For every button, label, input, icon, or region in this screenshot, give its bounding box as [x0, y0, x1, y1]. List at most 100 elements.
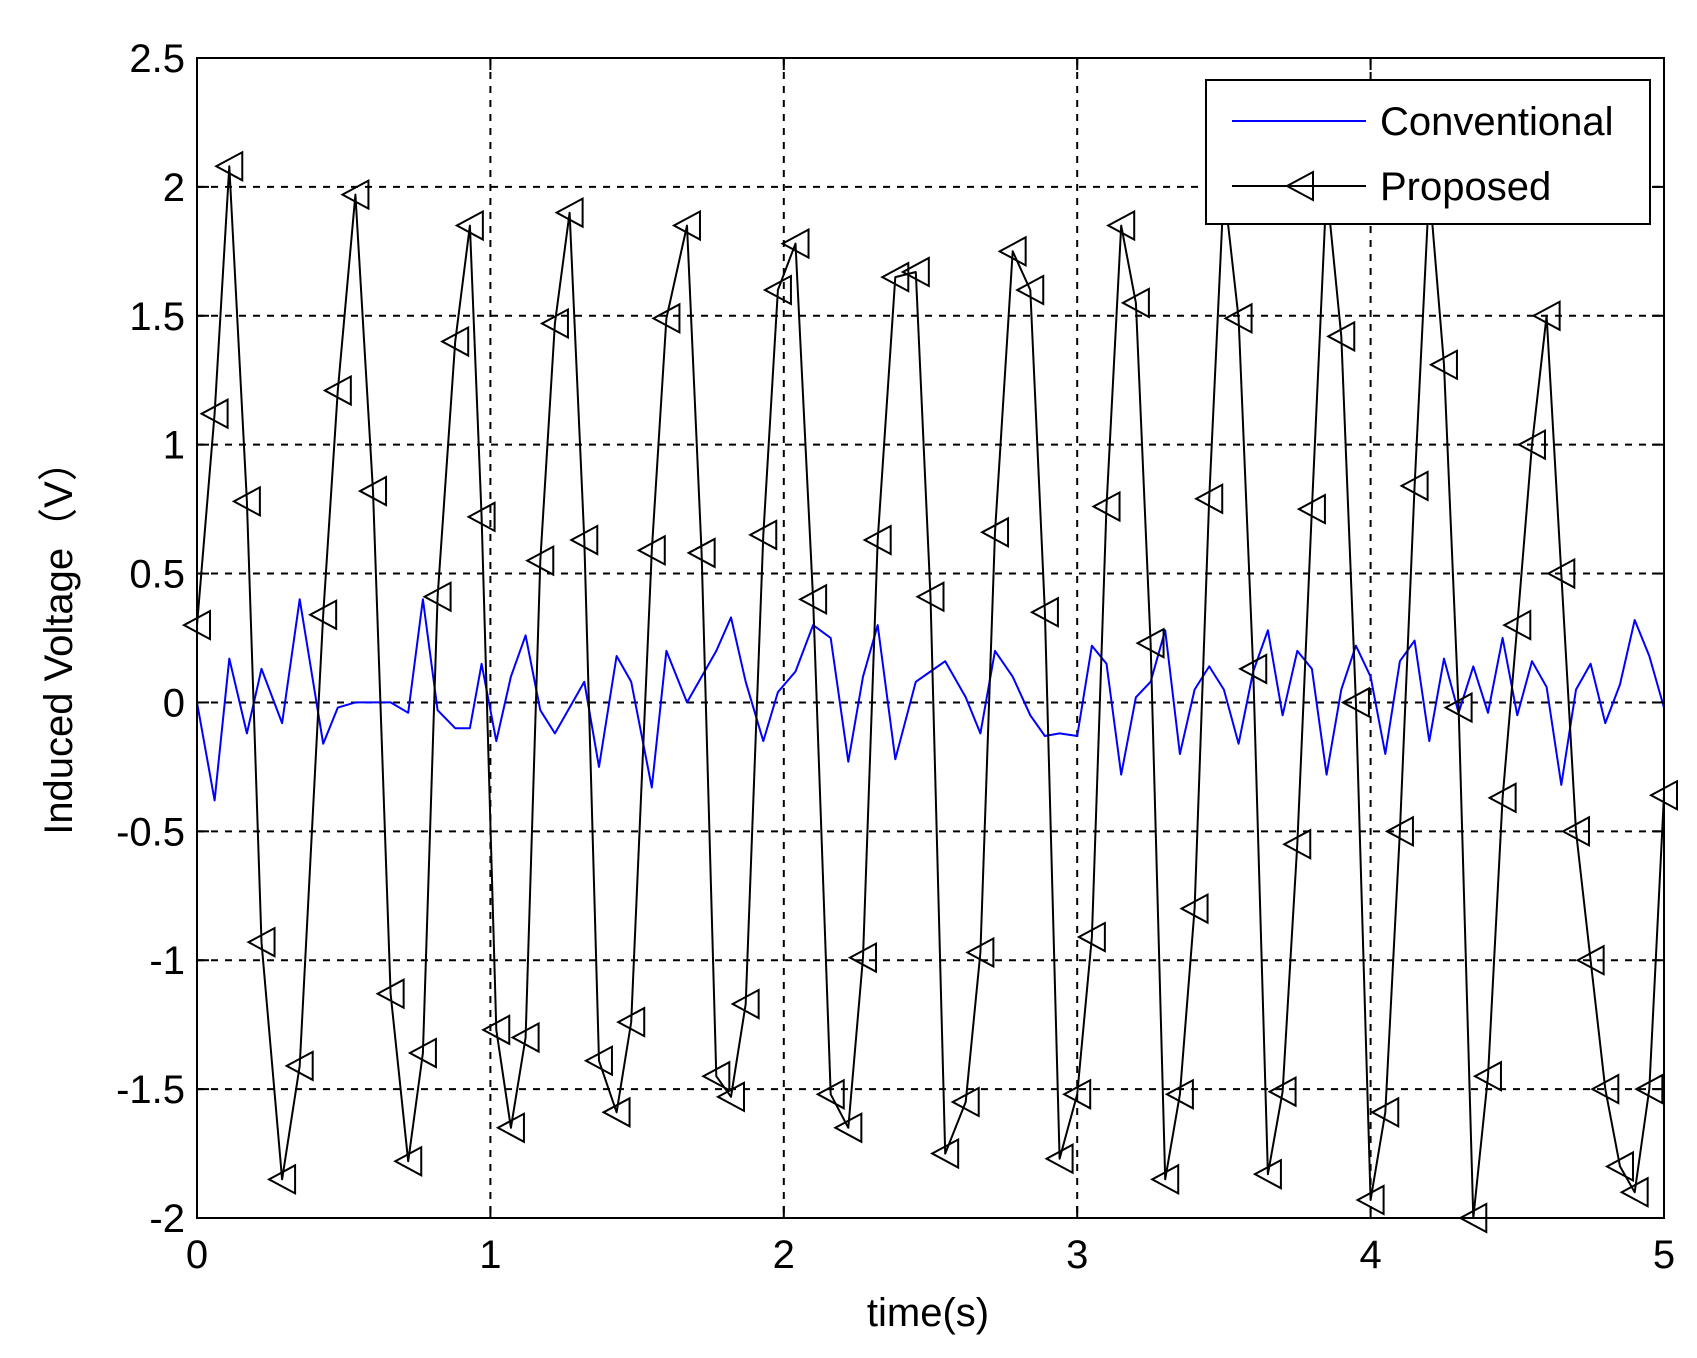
data-point-proposed [393, 1145, 423, 1177]
data-point-proposed [569, 524, 599, 556]
data-point-proposed [847, 941, 878, 974]
data-point-proposed [1443, 691, 1473, 724]
data-point-proposed [997, 235, 1027, 268]
y-tick-label: 2 [163, 166, 185, 210]
data-point-proposed [686, 537, 716, 569]
data-point-proposed [308, 599, 338, 631]
y-tick-label: 1.5 [129, 295, 185, 339]
data-point-proposed [862, 524, 892, 556]
series-line-conventional [196, 598, 1665, 802]
data-point-proposed [900, 256, 930, 288]
data-point-proposed [1546, 557, 1576, 590]
data-point-proposed [915, 581, 945, 613]
data-point-proposed [671, 209, 701, 242]
data-point-proposed [1619, 1176, 1649, 1208]
data-point-proposed [762, 274, 792, 306]
data-point-proposed [1194, 483, 1224, 515]
data-point-proposed [833, 1112, 863, 1144]
data-point-proposed [583, 1045, 613, 1077]
data-point-proposed [481, 1014, 511, 1046]
data-point-proposed [1590, 1073, 1620, 1105]
y-tick-label: -0.5 [116, 810, 185, 854]
data-point-proposed [701, 1060, 731, 1092]
data-point-proposed [1150, 1163, 1180, 1196]
data-point-proposed [1487, 782, 1517, 814]
data-point-proposed [1502, 609, 1532, 641]
x-tick-label: 4 [1359, 1233, 1381, 1277]
x-axis-label: time(s) [867, 1291, 989, 1335]
x-tick-label: 1 [479, 1233, 501, 1277]
data-point-proposed [715, 1081, 745, 1113]
data-point-proposed [525, 544, 555, 577]
data-point-proposed [651, 302, 681, 335]
data-point-proposed [357, 475, 388, 507]
series-line-proposed [196, 165, 1665, 1219]
data-point-proposed [199, 398, 229, 430]
data-point-proposed [407, 1037, 437, 1069]
data-point-proposed [231, 485, 261, 518]
data-point-proposed [266, 1163, 297, 1196]
data-point-proposed [454, 209, 484, 242]
data-point-proposed [1384, 815, 1414, 848]
y-tick-label: -1.5 [116, 1068, 185, 1112]
data-point-proposed [601, 1096, 631, 1128]
grid [197, 58, 1664, 1218]
x-tick-label: 3 [1066, 1233, 1088, 1277]
data-point-proposed [1179, 892, 1209, 925]
y-tick-label: 0 [163, 681, 185, 725]
y-tick-label: 0.5 [129, 553, 185, 597]
legend-label-conventional: Conventional [1380, 100, 1614, 144]
data-point-proposed [1340, 686, 1370, 719]
data-point-proposed [246, 926, 276, 958]
data-point-proposed [730, 988, 760, 1020]
data-point-proposed [1267, 1076, 1297, 1108]
data-point-proposed [1029, 596, 1059, 628]
data-point-proposed [1164, 1078, 1194, 1110]
ticks: 0 1 2 3 4 5 -2 -1.5 -1 -0.5 0 0.5 1 1.5 2 2.5 [116, 37, 1675, 1277]
data-point-proposed [1472, 1060, 1502, 1092]
data-point-proposed [1120, 287, 1150, 319]
data-point-proposed [1516, 428, 1546, 461]
data-point-proposed [1428, 349, 1458, 381]
series-layer [181, 150, 1678, 1234]
data-point-proposed [539, 307, 569, 340]
data-point-proposed [322, 374, 352, 407]
data-point-proposed [1062, 1078, 1092, 1110]
plot-frame [196, 57, 1665, 1219]
data-point-proposed [1044, 1143, 1074, 1175]
data-point-proposed [1076, 921, 1106, 953]
data-point-proposed [798, 583, 828, 616]
data-point-proposed [422, 581, 452, 613]
data-point-proposed [495, 1112, 525, 1144]
data-point-proposed [965, 936, 995, 969]
data-point-proposed [1282, 828, 1312, 860]
data-point-proposed [748, 519, 778, 551]
data-point-proposed [375, 978, 405, 1010]
x-tick-label: 2 [773, 1233, 795, 1277]
data-point-proposed [1135, 627, 1165, 659]
data-point-proposed [1106, 209, 1136, 242]
legend-label-proposed: Proposed [1380, 165, 1551, 209]
data-point-proposed [1223, 302, 1253, 335]
legend-box [1205, 79, 1651, 225]
x-tick-label: 5 [1653, 1233, 1675, 1277]
data-point-proposed [466, 501, 496, 533]
data-point-proposed [1252, 1158, 1282, 1190]
data-point-proposed [1604, 1150, 1634, 1183]
data-point-proposed [780, 227, 810, 260]
y-tick-label: -1 [149, 939, 185, 983]
data-point-proposed [1015, 274, 1045, 306]
data-point-proposed [1238, 653, 1268, 685]
data-point-proposed [554, 196, 584, 229]
data-point-proposed [1560, 815, 1590, 848]
data-point-proposed [510, 1021, 540, 1054]
data-point-proposed [636, 534, 666, 567]
data-point-proposed [1091, 490, 1121, 523]
data-point-proposed [930, 1137, 960, 1170]
legend: Conventional Proposed [1205, 79, 1651, 225]
data-point-proposed [815, 1078, 845, 1110]
y-tick-label: 1 [163, 424, 185, 468]
data-point-proposed [880, 261, 910, 293]
